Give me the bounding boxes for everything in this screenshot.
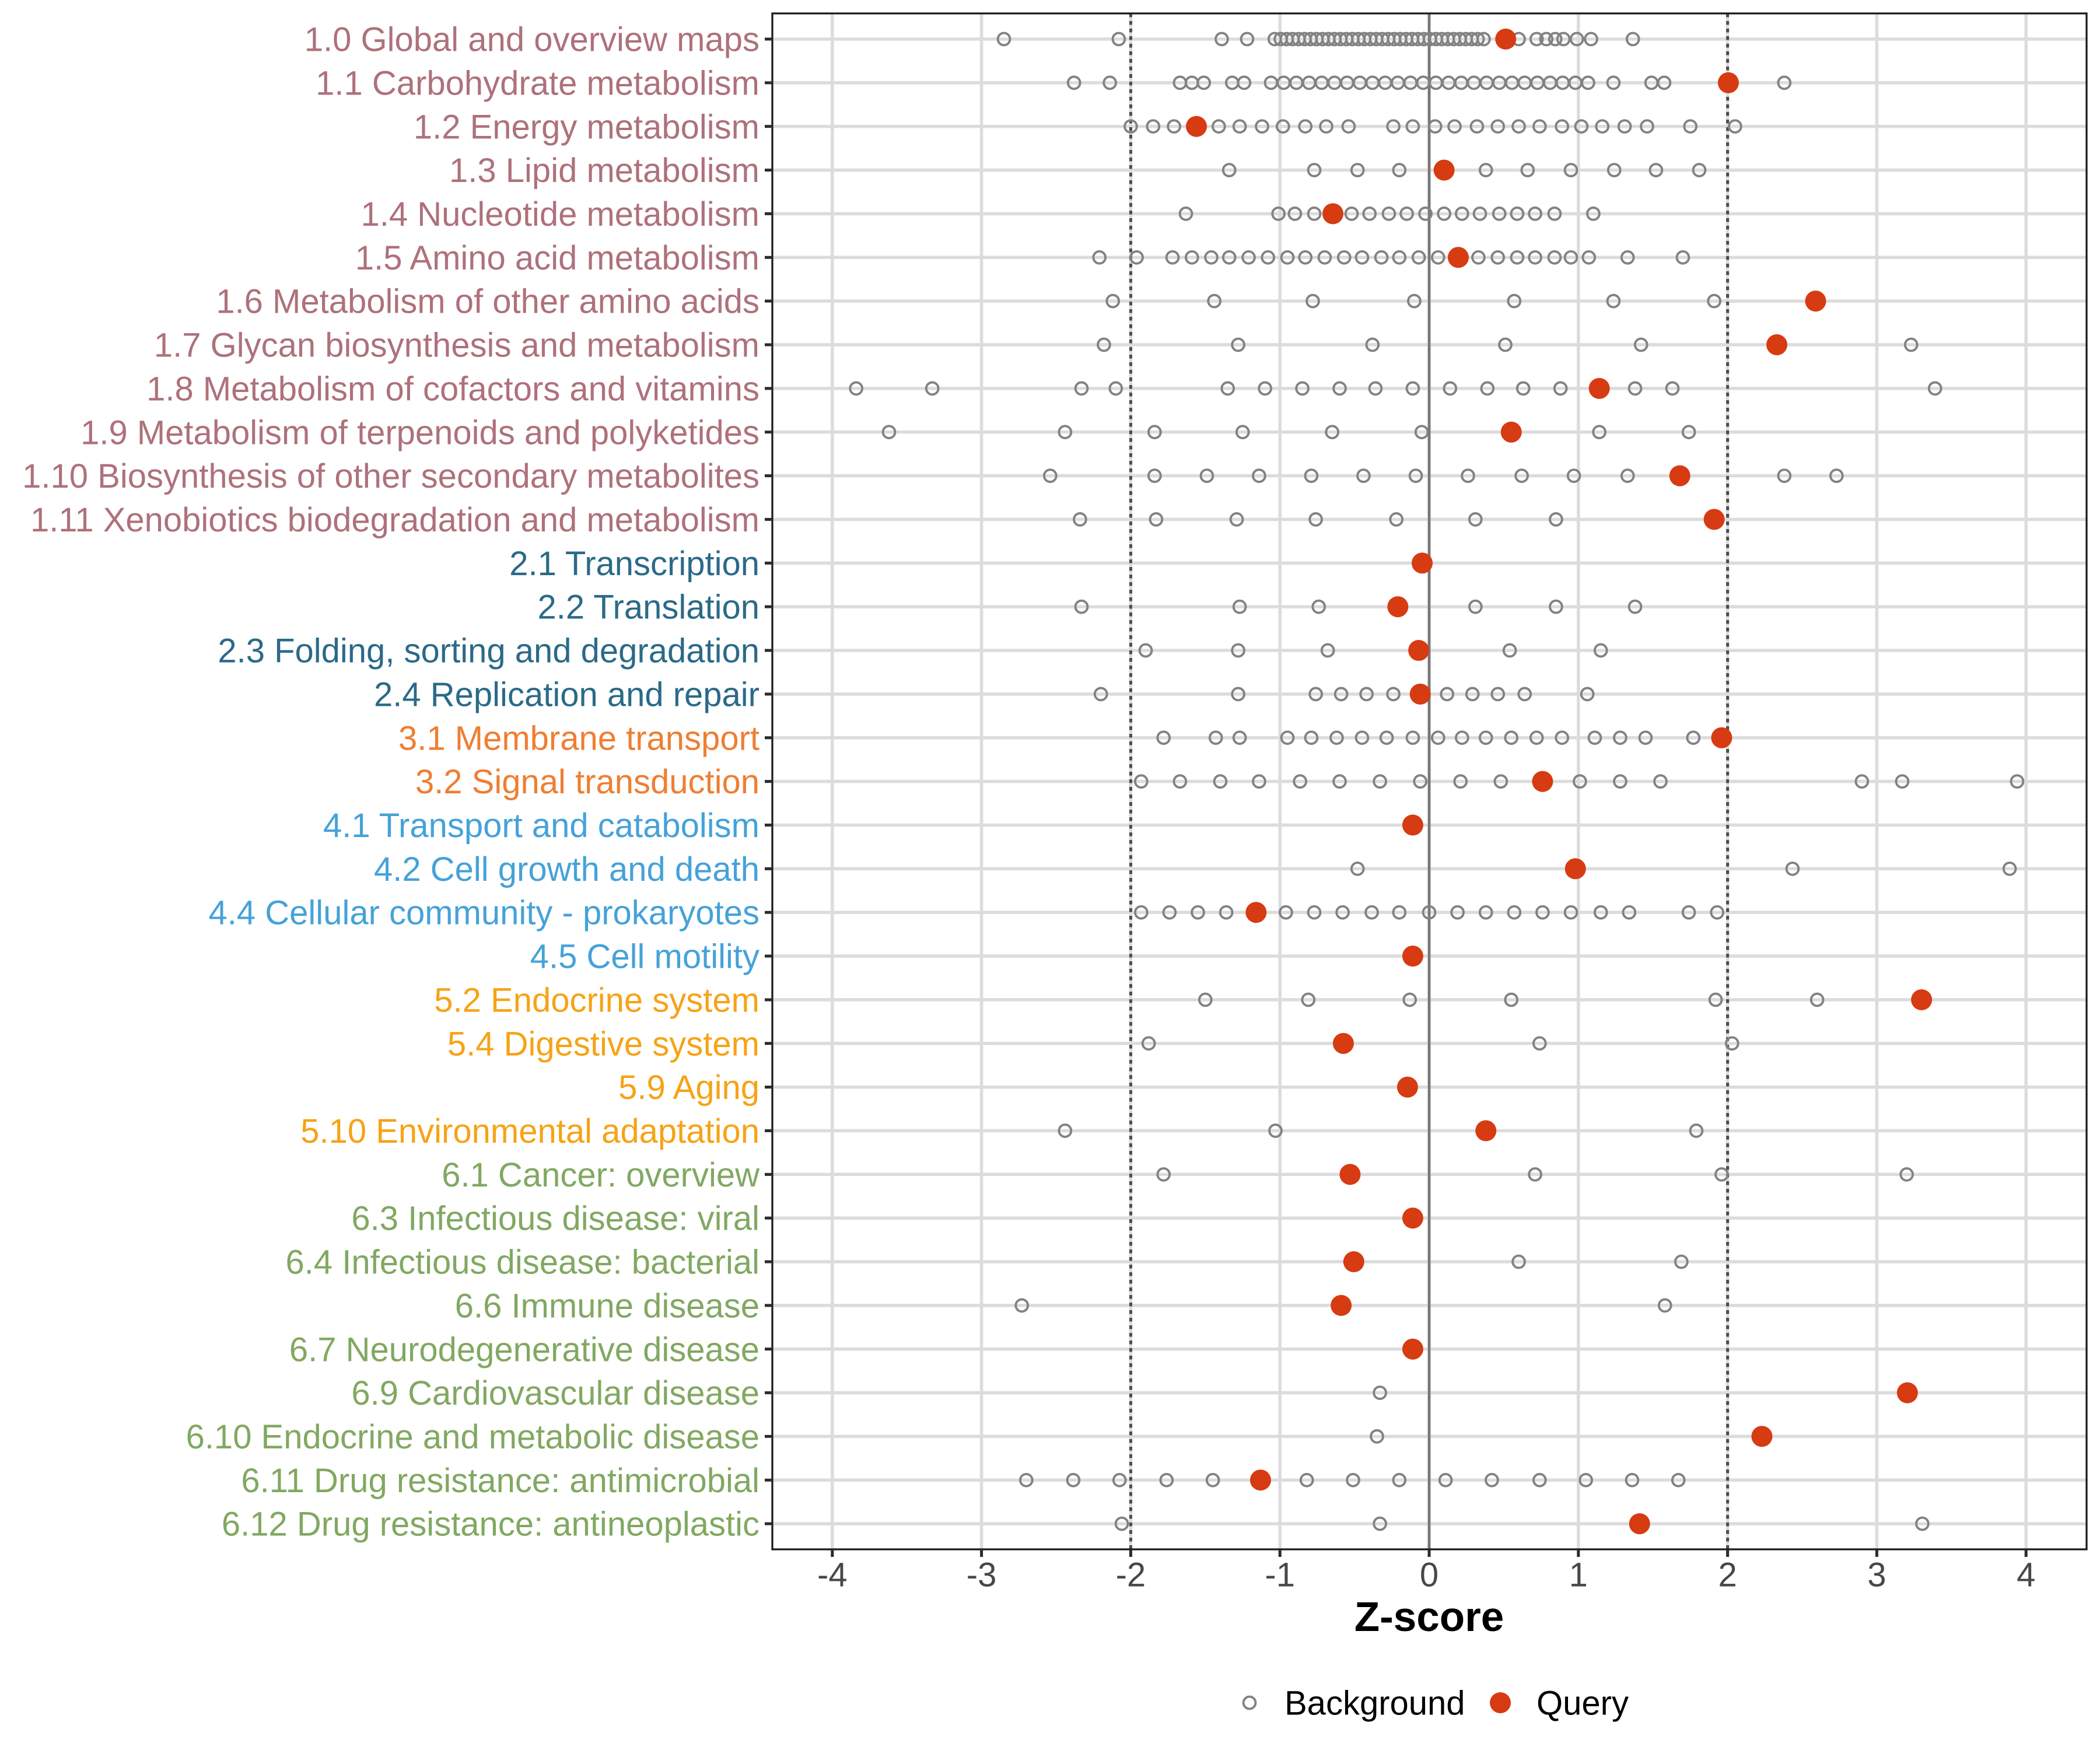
svg-text:-4: -4 [817, 1556, 848, 1594]
svg-text:-1: -1 [1265, 1556, 1295, 1594]
svg-text:2.1 Transcription: 2.1 Transcription [509, 545, 760, 583]
svg-text:3: 3 [1867, 1556, 1886, 1594]
svg-text:5.10 Environmental adaptation: 5.10 Environmental adaptation [300, 1112, 760, 1150]
svg-text:1.0 Global and overview maps: 1.0 Global and overview maps [304, 21, 760, 59]
svg-text:6.4 Infectious disease: bacter: 6.4 Infectious disease: bacterial [286, 1244, 760, 1282]
svg-text:4.1 Transport and catabolism: 4.1 Transport and catabolism [323, 807, 760, 845]
svg-text:6.12 Drug resistance: antineop: 6.12 Drug resistance: antineoplastic [222, 1506, 760, 1544]
svg-text:3.2 Signal transduction: 3.2 Signal transduction [415, 763, 760, 801]
svg-text:4.4 Cellular community - proka: 4.4 Cellular community - prokaryotes [209, 894, 760, 932]
svg-text:6.3 Infectious disease: viral: 6.3 Infectious disease: viral [351, 1200, 760, 1238]
svg-text:1: 1 [1569, 1556, 1588, 1594]
svg-text:6.11 Drug resistance: antimicr: 6.11 Drug resistance: antimicrobial [241, 1462, 760, 1500]
svg-text:5.4 Digestive system: 5.4 Digestive system [447, 1025, 760, 1063]
svg-text:Background: Background [1284, 1685, 1465, 1723]
svg-text:6.9 Cardiovascular disease: 6.9 Cardiovascular disease [351, 1374, 760, 1412]
svg-text:2: 2 [1718, 1556, 1737, 1594]
svg-text:1.11 Xenobiotics biodegradatio: 1.11 Xenobiotics biodegradation and meta… [30, 501, 760, 539]
svg-text:4: 4 [2017, 1556, 2035, 1594]
svg-text:-3: -3 [967, 1556, 997, 1594]
svg-text:1.7 Glycan biosynthesis and me: 1.7 Glycan biosynthesis and metabolism [154, 327, 760, 365]
svg-text:4.2 Cell growth and death: 4.2 Cell growth and death [374, 850, 760, 888]
svg-text:1.6 Metabolism of other amino: 1.6 Metabolism of other amino acids [216, 283, 760, 321]
svg-text:1.5 Amino acid metabolism: 1.5 Amino acid metabolism [355, 239, 760, 277]
svg-text:5.2 Endocrine system: 5.2 Endocrine system [434, 981, 760, 1019]
svg-text:1.9 Metabolism of terpenoids a: 1.9 Metabolism of terpenoids and polyket… [80, 414, 760, 452]
svg-text:Z-score: Z-score [1354, 1594, 1504, 1640]
svg-text:4.5 Cell motility: 4.5 Cell motility [530, 938, 760, 976]
svg-text:1.3 Lipid metabolism: 1.3 Lipid metabolism [449, 152, 760, 190]
svg-text:1.8 Metabolism of cofactors an: 1.8 Metabolism of cofactors and vitamins [146, 370, 760, 408]
svg-text:6.10 Endocrine and metabolic d: 6.10 Endocrine and metabolic disease [186, 1418, 760, 1456]
svg-text:2.4 Replication and repair: 2.4 Replication and repair [374, 676, 760, 713]
svg-text:6.6 Immune disease: 6.6 Immune disease [455, 1287, 760, 1325]
svg-text:-2: -2 [1116, 1556, 1146, 1594]
svg-text:6.7 Neurodegenerative disease: 6.7 Neurodegenerative disease [289, 1331, 760, 1368]
svg-text:2.2 Translation: 2.2 Translation [538, 589, 760, 626]
svg-text:Query: Query [1536, 1685, 1629, 1723]
svg-text:1.2 Energy metabolism: 1.2 Energy metabolism [414, 108, 760, 146]
svg-text:0: 0 [1420, 1556, 1438, 1594]
svg-text:1.10 Biosynthesis of other sec: 1.10 Biosynthesis of other secondary met… [22, 457, 760, 495]
svg-text:3.1 Membrane transport: 3.1 Membrane transport [398, 719, 760, 757]
svg-text:1.4 Nucleotide metabolism: 1.4 Nucleotide metabolism [361, 195, 760, 233]
svg-text:1.1 Carbohydrate metabolism: 1.1 Carbohydrate metabolism [316, 64, 760, 102]
svg-text:6.1 Cancer: overview: 6.1 Cancer: overview [442, 1156, 760, 1194]
svg-text:5.9 Aging: 5.9 Aging [618, 1069, 760, 1107]
svg-text:2.3 Folding, sorting and degra: 2.3 Folding, sorting and degradation [218, 632, 760, 670]
